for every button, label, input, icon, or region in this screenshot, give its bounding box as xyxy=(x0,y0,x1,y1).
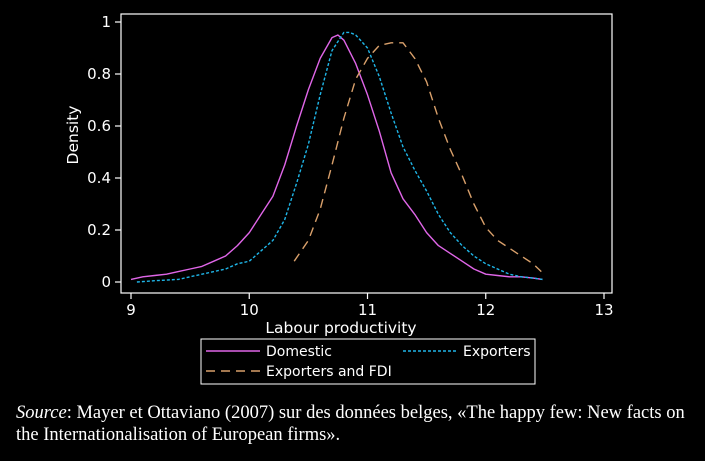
density-chart: 9 10 11 12 13 0 0.2 0.4 0.6 0.8 1 Labour producti… xyxy=(64,13,614,385)
source-text: : Mayer et Ottaviano (2007) sur des donn… xyxy=(16,403,685,445)
source-note: Source: Mayer et Ottaviano (2007) sur de… xyxy=(16,402,696,446)
y-axis-label: Density xyxy=(64,106,82,165)
plot-frame xyxy=(120,13,613,294)
series-line-exporters xyxy=(136,31,543,283)
legend-box xyxy=(200,338,536,385)
legend: Domestic Exporters Exporters and FDI xyxy=(200,338,536,385)
legend-label-exporters: Exporters xyxy=(463,344,531,360)
y-tick-label: 0 xyxy=(101,273,111,291)
series-line-domestic xyxy=(130,34,543,281)
series-layer xyxy=(130,31,543,283)
legend-label-domestic: Domestic xyxy=(266,344,332,360)
legend-label-exporters-and-fdi: Exporters and FDI xyxy=(266,364,392,380)
x-tick-label: 10 xyxy=(240,301,259,319)
plot-area xyxy=(120,13,613,294)
y-tick-label: 0.2 xyxy=(87,221,111,239)
x-axis: 9 10 11 12 13 xyxy=(126,293,614,319)
x-tick-label: 11 xyxy=(358,301,377,319)
y-tick-label: 0.6 xyxy=(87,117,111,135)
y-tick-label: 0.4 xyxy=(87,169,111,187)
x-tick-label: 13 xyxy=(594,301,613,319)
x-tick-label: 12 xyxy=(476,301,495,319)
series-line-exporters-and-fdi xyxy=(293,42,542,273)
y-tick-label: 1 xyxy=(101,13,111,31)
x-tick-label: 9 xyxy=(126,301,136,319)
source-label: Source xyxy=(16,403,67,423)
y-tick-label: 0.8 xyxy=(87,65,111,83)
y-axis: 0 0.2 0.4 0.6 0.8 1 xyxy=(87,13,121,291)
x-axis-label: Labour productivity xyxy=(265,319,416,337)
